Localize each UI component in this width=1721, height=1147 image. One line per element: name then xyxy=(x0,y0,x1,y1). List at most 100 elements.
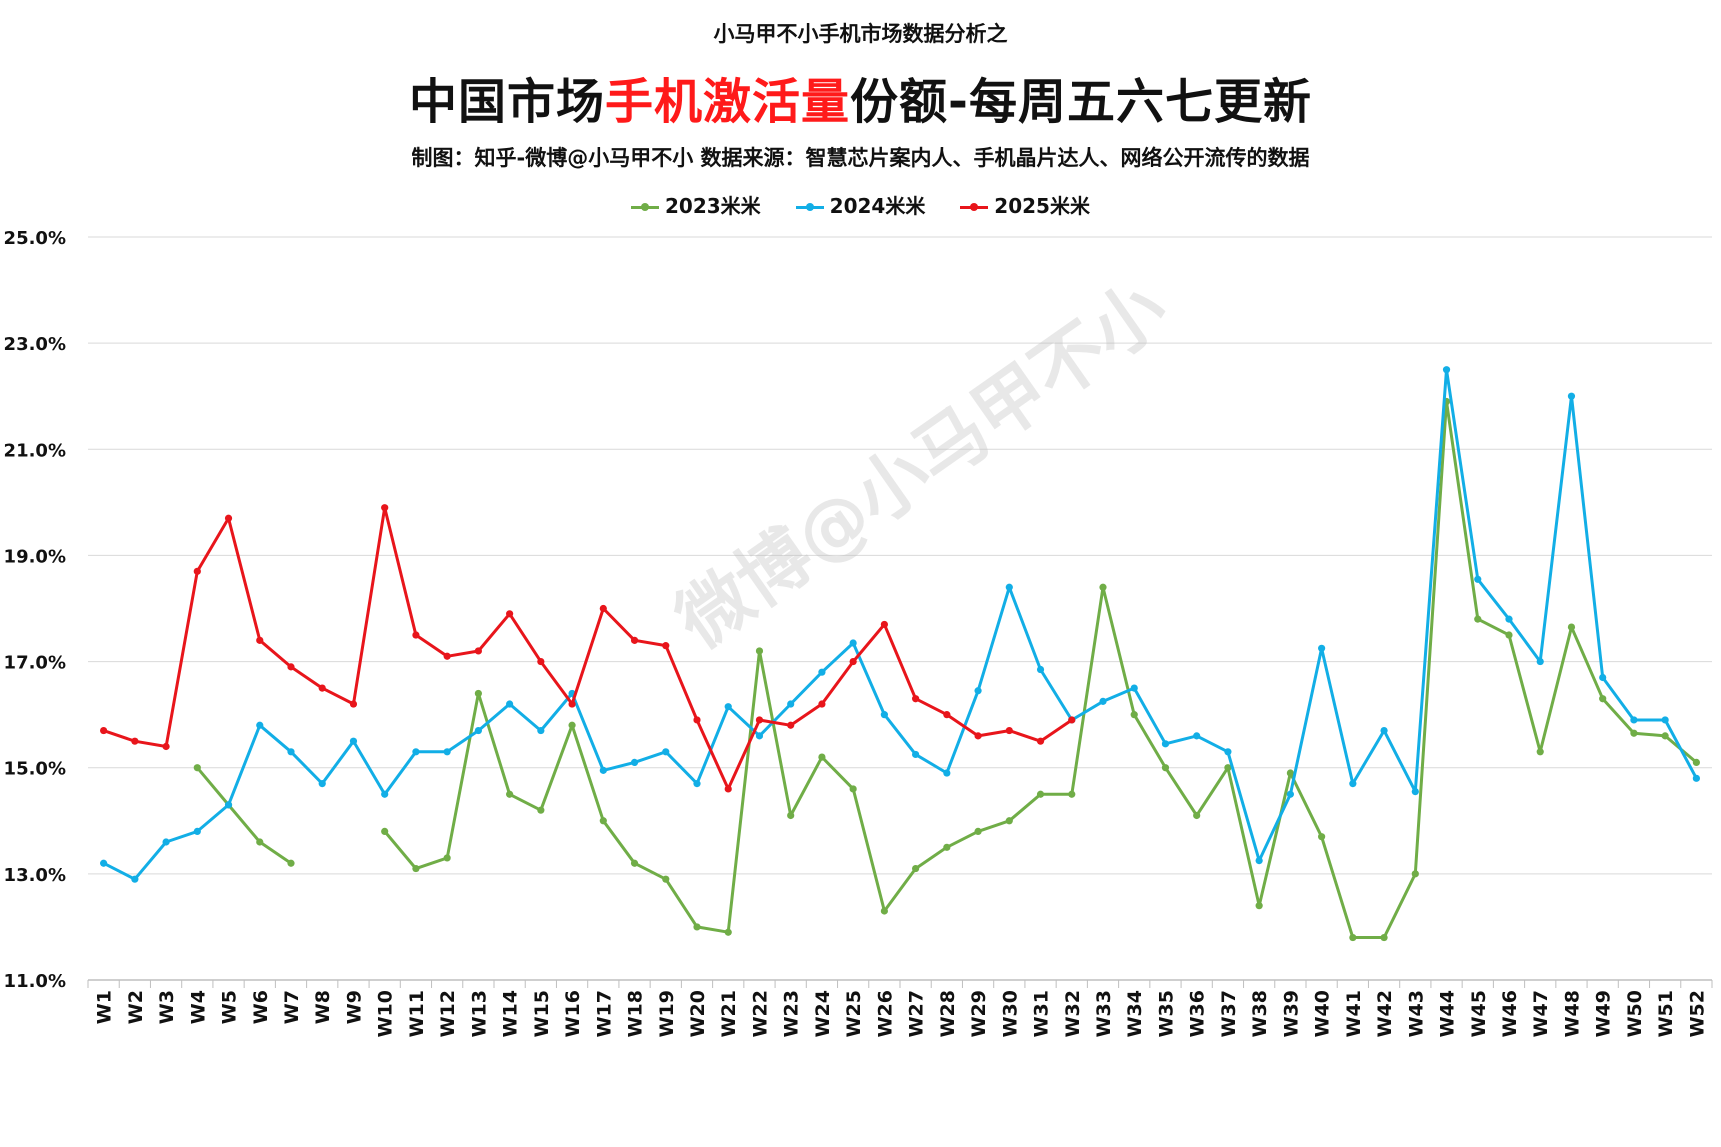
x-tick-label: W43 xyxy=(1405,990,1427,1037)
x-tick-label: W25 xyxy=(843,990,865,1037)
data-point-0 xyxy=(849,785,857,793)
data-point-1 xyxy=(880,711,888,719)
data-point-2 xyxy=(724,785,732,793)
data-point-1 xyxy=(912,750,920,759)
data-point-0 xyxy=(693,923,701,931)
data-point-0 xyxy=(1599,695,1607,703)
data-point-1 xyxy=(630,758,639,767)
data-point-1 xyxy=(100,859,108,867)
data-point-0 xyxy=(537,806,545,814)
data-point-2 xyxy=(568,700,576,708)
data-point-2 xyxy=(162,742,170,751)
data-point-0 xyxy=(443,854,451,862)
x-tick-label: W42 xyxy=(1374,990,1396,1037)
y-tick-label: 21.0% xyxy=(4,440,66,461)
data-point-1 xyxy=(537,726,545,735)
data-point-0 xyxy=(1380,933,1388,942)
x-tick-label: W51 xyxy=(1655,990,1677,1037)
data-point-2 xyxy=(912,695,920,703)
data-point-1 xyxy=(1474,575,1482,583)
x-tick-label: W19 xyxy=(656,990,678,1037)
data-point-1 xyxy=(1630,716,1638,724)
x-tick-label: W12 xyxy=(437,990,459,1037)
y-tick-label: 11.0% xyxy=(4,971,66,992)
x-tick-label: W32 xyxy=(1062,990,1084,1037)
x-tick-label: W16 xyxy=(562,990,584,1037)
x-tick-label: W36 xyxy=(1187,990,1209,1037)
x-tick-label: W35 xyxy=(1155,990,1177,1037)
data-point-2 xyxy=(193,567,201,575)
data-point-0 xyxy=(1630,729,1638,737)
data-point-2 xyxy=(131,737,139,745)
x-tick-label: W11 xyxy=(406,990,428,1037)
x-tick-label: W20 xyxy=(687,990,709,1037)
y-tick-label: 13.0% xyxy=(4,865,66,886)
title-highlight: 手机激活量 xyxy=(605,74,851,130)
data-point-0 xyxy=(1161,764,1170,772)
data-point-1 xyxy=(506,700,514,708)
chart-subtitle: 制图：知乎-微博@小马甲不小 数据来源：智慧芯片案内人、手机晶片达人、网络公开流… xyxy=(411,146,1310,170)
data-point-0 xyxy=(1130,711,1138,719)
data-point-0 xyxy=(287,859,295,867)
data-point-2 xyxy=(443,652,451,660)
x-tick-label: W49 xyxy=(1593,990,1615,1037)
x-tick-label: W33 xyxy=(1093,990,1115,1037)
data-point-1 xyxy=(1442,366,1451,374)
data-point-2 xyxy=(693,716,701,724)
data-point-2 xyxy=(662,642,670,650)
data-point-0 xyxy=(1005,817,1013,825)
data-point-1 xyxy=(1036,665,1045,674)
legend-label-2023: 2023米米 xyxy=(665,194,761,218)
legend-item-2024: 2024米米 xyxy=(795,190,925,219)
legend-item-2025: 2025米米 xyxy=(960,190,1090,219)
y-tick-label: 17.0% xyxy=(4,653,66,674)
data-point-1 xyxy=(162,838,170,846)
data-point-1 xyxy=(599,766,607,774)
data-point-2 xyxy=(599,604,607,613)
x-tick-label: W17 xyxy=(593,990,615,1037)
data-point-0 xyxy=(568,721,576,729)
legend-swatch-2025 xyxy=(960,203,989,211)
x-tick-label: W37 xyxy=(1218,990,1240,1037)
x-tick-label: W14 xyxy=(500,990,522,1037)
data-point-0 xyxy=(755,647,764,655)
data-point-2 xyxy=(287,663,295,671)
x-tick-label: W8 xyxy=(312,990,334,1024)
x-tick-label: W40 xyxy=(1312,990,1334,1037)
data-point-1 xyxy=(943,769,951,777)
x-tick-label: W9 xyxy=(343,990,365,1024)
data-point-0 xyxy=(599,817,607,825)
y-tick-label: 23.0% xyxy=(4,334,66,355)
data-point-0 xyxy=(1286,769,1294,777)
x-tick-label: W24 xyxy=(812,990,834,1037)
x-tick-label: W30 xyxy=(999,990,1021,1037)
data-point-2 xyxy=(256,636,264,644)
data-point-2 xyxy=(880,620,888,629)
data-point-0 xyxy=(1349,933,1357,942)
data-point-0 xyxy=(474,689,482,698)
legend-swatch-2024 xyxy=(795,203,824,211)
data-point-1 xyxy=(1692,774,1700,782)
legend-swatch-2023 xyxy=(631,203,660,211)
data-point-0 xyxy=(193,764,201,772)
data-point-0 xyxy=(1193,811,1201,820)
data-point-2 xyxy=(849,657,857,666)
data-point-0 xyxy=(1068,790,1076,798)
data-point-1 xyxy=(1224,748,1232,756)
data-point-2 xyxy=(1036,737,1045,745)
x-tick-label: W18 xyxy=(625,990,647,1037)
chart-title: 中国市场手机激活量份额-每周五六七更新 xyxy=(0,62,1721,132)
data-point-1 xyxy=(1318,644,1326,652)
y-tick-label: 25.0% xyxy=(4,228,66,249)
y-tick-label: 15.0% xyxy=(4,759,66,780)
data-point-1 xyxy=(1005,583,1013,591)
data-point-2 xyxy=(943,711,951,719)
data-point-1 xyxy=(1099,697,1107,705)
data-point-1 xyxy=(1349,780,1357,788)
data-point-1 xyxy=(1661,716,1669,724)
data-point-0 xyxy=(1692,758,1700,767)
data-point-0 xyxy=(256,838,264,846)
data-point-0 xyxy=(1411,870,1419,878)
x-tick-label: W28 xyxy=(937,990,959,1037)
